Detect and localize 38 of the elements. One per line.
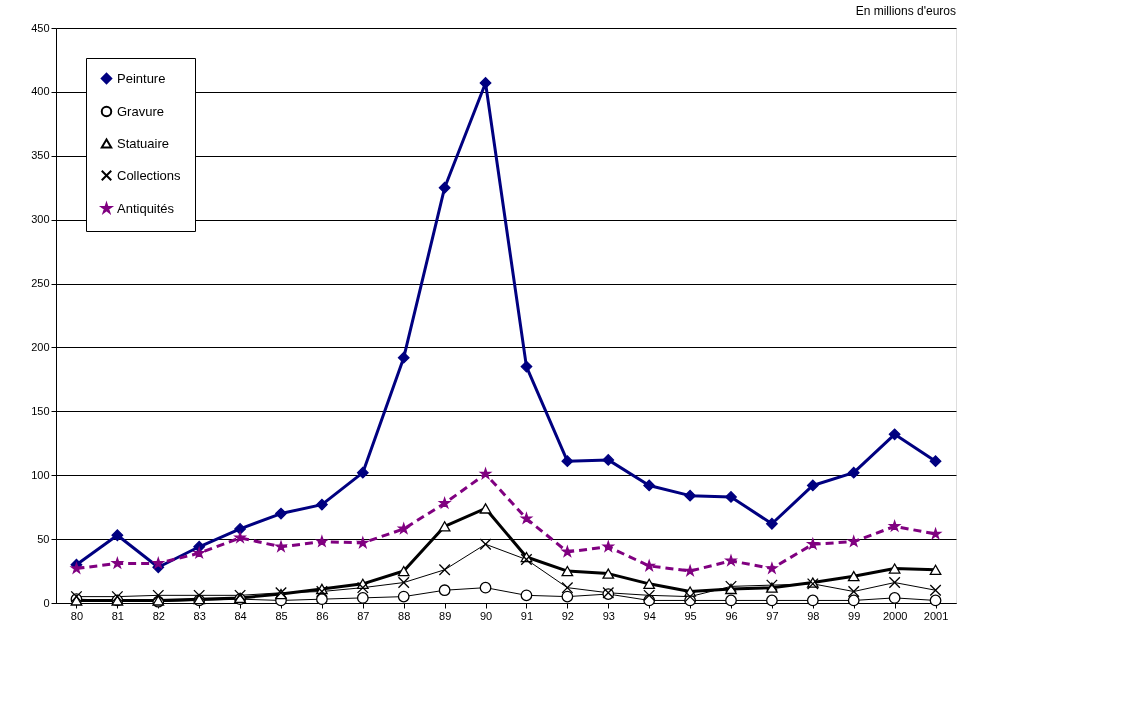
legend-label: Gravure (117, 103, 164, 119)
y-tick-label: 150 (31, 404, 50, 417)
text: En millions d'euros (855, 4, 956, 18)
x-tick-label: 83 (193, 609, 206, 622)
x-tick-label: 90 (479, 609, 493, 622)
y-tick-label: 100 (31, 468, 50, 481)
y-tick-label: 0 (43, 596, 50, 609)
x-tick-label: 94 (643, 609, 656, 622)
legend-label: Antiquités (117, 200, 175, 216)
x-tick-label: 99 (848, 609, 861, 622)
x-tick-label: 92 (561, 609, 574, 622)
legend-label: Collections (117, 167, 182, 183)
y-tick-label: 350 (31, 149, 50, 162)
y-tick-label: 250 (31, 277, 50, 290)
y-tick-label: 450 (31, 21, 50, 34)
x-tick-label: 81 (111, 609, 124, 622)
y-tick-label: 50 (37, 532, 50, 545)
y-tick-label: 400 (31, 85, 50, 98)
x-tick-label: 88 (398, 609, 411, 622)
legend-label: Statuaire (117, 135, 170, 151)
x-tick-label: 87 (357, 609, 370, 622)
x-tick-label: 93 (602, 609, 615, 622)
x-tick-label: 89 (439, 609, 452, 622)
legend-label: Peinture (117, 70, 166, 86)
x-tick-label: 97 (766, 609, 779, 622)
x-tick-label: 95 (684, 609, 697, 622)
x-tick-label: 91 (520, 609, 534, 622)
y-tick-label: 200 (31, 340, 50, 353)
x-tick-label: 98 (807, 609, 820, 622)
x-tick-label: 84 (234, 609, 247, 622)
x-tick-label: 2001 (923, 609, 949, 622)
x-tick-label: 86 (316, 609, 329, 622)
x-tick-label: 96 (725, 609, 738, 622)
y-tick-label: 300 (31, 213, 50, 226)
x-tick-label: 82 (152, 609, 165, 622)
x-tick-label: 2000 (882, 609, 908, 622)
x-tick-label: 85 (275, 609, 288, 622)
x-tick-label: 80 (70, 609, 84, 622)
